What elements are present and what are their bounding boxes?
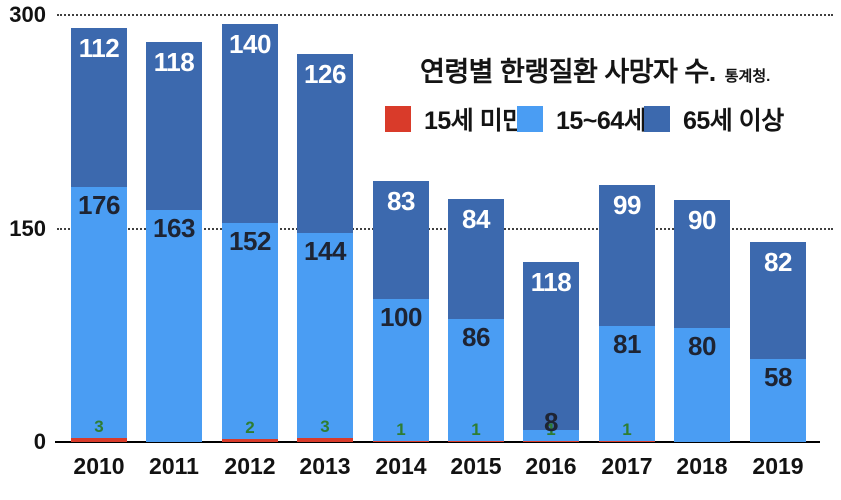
- bar-2011-segment-15-64: [146, 210, 202, 442]
- legend-item-under-15: 15세 미만: [385, 101, 525, 137]
- bar-2014-segment-15-64: [373, 299, 429, 441]
- bar-2011-label-15-64: 163: [153, 213, 195, 243]
- x-label-2017: 2017: [601, 453, 653, 479]
- bar-2013-label-65-plus: 126: [304, 59, 346, 89]
- bar-2018-segment-65-plus: [674, 200, 730, 328]
- bar-2015: 1 86 84: [448, 199, 504, 442]
- x-label-2012: 2012: [224, 453, 276, 479]
- bar-2019-label-15-64: 58: [764, 362, 792, 392]
- legend-label-under-15: 15세 미만: [424, 107, 525, 135]
- bar-2016-segment-65-plus: [523, 262, 579, 430]
- bar-2014-label-15-64: 100: [380, 302, 422, 332]
- x-label-2016: 2016: [525, 453, 577, 479]
- legend-item-15-64: 15~64세: [517, 101, 647, 137]
- bar-2018-segment-15-64: [674, 328, 730, 442]
- x-label-2010: 2010: [73, 453, 125, 479]
- bar-2019-segment-15-64: [750, 359, 806, 442]
- bar-2016-label-under-15: 1: [546, 420, 556, 439]
- chart-source-label: 통계청.: [724, 68, 771, 85]
- x-label-2015: 2015: [450, 453, 502, 479]
- bar-2016-label-65-plus: 118: [530, 267, 572, 297]
- bar-2010-label-15-64: 176: [78, 190, 120, 220]
- bar-2011: 163 118: [146, 42, 202, 442]
- bar-2014-label-under-15: 1: [396, 420, 406, 439]
- x-label-2013: 2013: [299, 453, 351, 479]
- bar-2012-segment-under-15: [222, 439, 278, 442]
- bar-2012-label-65-plus: 140: [229, 29, 271, 59]
- bar-2013: 3 144 126: [297, 54, 353, 442]
- bar-2017-segment-15-64: [599, 326, 655, 441]
- bar-2010-segment-65-plus: [71, 28, 127, 187]
- legend-label-65-plus: 65세 이상: [683, 107, 784, 135]
- legend-swatch-65-plus-icon: [644, 106, 670, 132]
- bar-2014-label-65-plus: 83: [387, 186, 415, 216]
- legend-swatch-under-15-icon: [385, 106, 411, 132]
- y-axis-tick-300: 300: [9, 2, 46, 27]
- bar-2015-segment-under-15: [448, 441, 504, 442]
- y-axis-tick-0: 0: [33, 429, 46, 454]
- bar-2015-label-65-plus: 84: [462, 204, 490, 234]
- bar-2015-segment-15-64: [448, 319, 504, 441]
- gridline-150: [57, 227, 833, 230]
- bar-2010-segment-under-15: [71, 438, 127, 442]
- bar-2017: 1 81 99: [599, 185, 655, 442]
- legend-label-15-64: 15~64세: [556, 107, 647, 135]
- bar-2013-label-15-64: 144: [304, 236, 346, 266]
- bar-2019: 58 82: [750, 242, 806, 442]
- bar-2010-label-under-15: 3: [94, 417, 104, 436]
- bar-2016-segment-15-64: [523, 430, 579, 441]
- bar-2013-label-under-15: 3: [320, 417, 330, 436]
- bar-2013-segment-65-plus: [297, 54, 353, 233]
- bar-2011-segment-65-plus: [146, 42, 202, 210]
- bar-2019-segment-65-plus: [750, 242, 806, 359]
- gridline-300: [57, 14, 833, 16]
- bar-2012-label-under-15: 2: [245, 418, 255, 437]
- bar-2018-label-15-64: 80: [688, 331, 716, 361]
- bar-2016-segment-under-15: [523, 441, 579, 442]
- bar-2017-label-under-15: 1: [622, 420, 632, 439]
- bar-2012-segment-65-plus: [222, 24, 278, 223]
- bar-2017-segment-under-15: [599, 441, 655, 442]
- bar-2014: 1 100 83: [373, 181, 429, 442]
- bar-2018: 80 90: [674, 200, 730, 442]
- chart-header: 연령별 한랭질환 사망자 수. 통계청.: [420, 50, 770, 89]
- bar-2010-segment-15-64: [71, 187, 127, 438]
- bar-2019-label-65-plus: 82: [764, 247, 792, 277]
- bar-2015-label-15-64: 86: [462, 322, 490, 352]
- y-axis-tick-150: 150: [9, 215, 46, 241]
- legend-swatch-15-64-icon: [517, 106, 543, 132]
- bar-2016: 1 8 118: [523, 262, 579, 442]
- bar-2015-segment-65-plus: [448, 199, 504, 319]
- bar-2012-label-15-64: 152: [229, 226, 271, 256]
- chart-title: 연령별 한랭질환 사망자 수.: [420, 57, 716, 87]
- bar-2014-segment-under-15: [373, 441, 429, 442]
- bar-2010-label-65-plus: 112: [78, 33, 120, 63]
- bar-2010: 3 176 112: [71, 28, 127, 442]
- legend-item-65-plus: 65세 이상: [644, 101, 784, 137]
- bar-2011-label-65-plus: 118: [153, 47, 195, 77]
- bar-2012-segment-15-64: [222, 223, 278, 439]
- x-axis-line: [55, 441, 820, 443]
- bar-2014-segment-65-plus: [373, 181, 429, 299]
- bar-2015-label-under-15: 1: [471, 420, 481, 439]
- x-label-2014: 2014: [375, 453, 427, 479]
- bar-2013-segment-under-15: [297, 438, 353, 442]
- x-label-2019: 2019: [752, 453, 804, 479]
- bar-2018-label-65-plus: 90: [688, 205, 716, 235]
- x-label-2018: 2018: [676, 453, 728, 479]
- bar-2012: 2 152 140: [222, 24, 278, 442]
- bar-2017-label-65-plus: 99: [613, 190, 641, 220]
- bar-2017-segment-65-plus: [599, 185, 655, 326]
- bar-2013-segment-15-64: [297, 233, 353, 438]
- bar-2016-label-15-64: 8: [544, 407, 558, 437]
- bar-2017-label-15-64: 81: [613, 329, 641, 359]
- x-label-2011: 2011: [149, 453, 199, 479]
